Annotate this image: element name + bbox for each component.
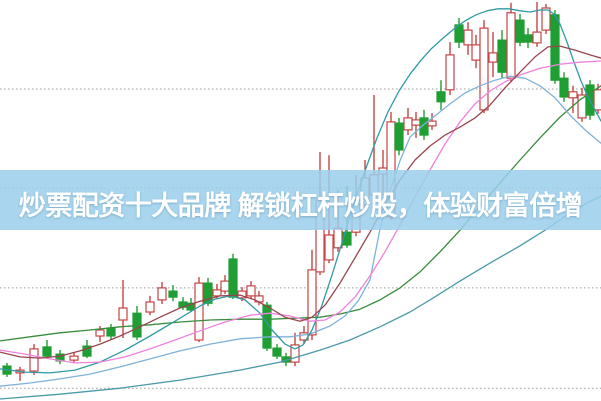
ma-teal [0, 8, 601, 374]
ma-magenta [0, 60, 601, 364]
ma-slow-green [0, 85, 601, 342]
ma-fast-maroon [0, 45, 601, 359]
ad-banner-text: 炒票配资十大品牌 解锁杠杆炒股，体验财富倍增 [18, 190, 583, 221]
ad-banner[interactable]: 炒票配资十大品牌 解锁杠杆炒股，体验财富倍增 [0, 170, 601, 230]
